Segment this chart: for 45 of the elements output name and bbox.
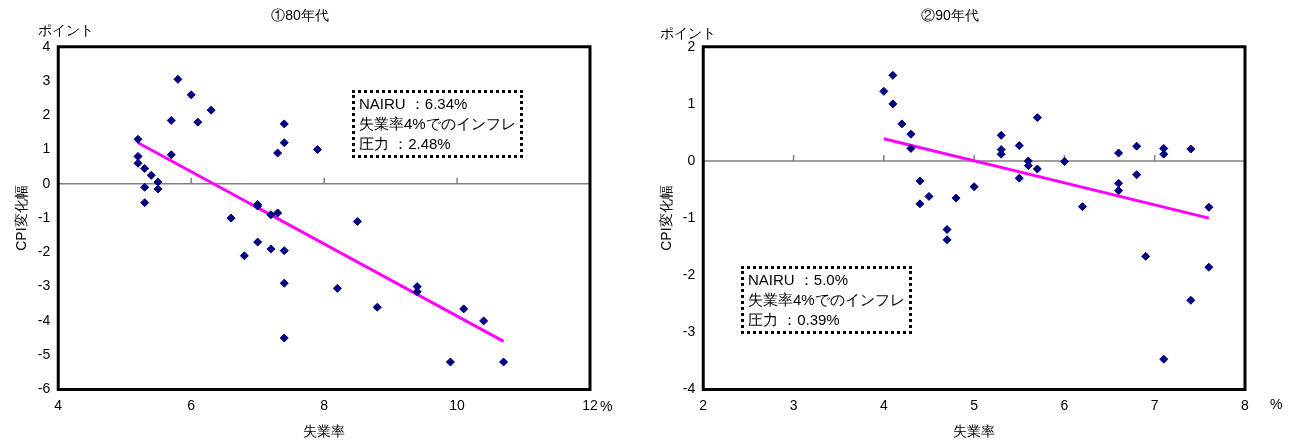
x-tick-label: 10: [449, 396, 466, 413]
y-axis-title: CPI変化幅: [658, 185, 675, 251]
y-tick-label: -6: [37, 380, 51, 397]
x-tick-label: 4: [879, 396, 888, 413]
y-tick-label: 1: [42, 140, 51, 157]
annotation: 圧力 ：0.39%: [748, 310, 841, 330]
y-tick-label: -4: [37, 311, 51, 328]
y-tick-label: -2: [37, 243, 51, 260]
x-tick-label: 4: [54, 396, 63, 413]
x-tick-label: 2: [699, 396, 708, 413]
annotation: NAIRU ：5.0%: [748, 270, 850, 290]
x-tick-label: 3: [789, 396, 798, 413]
x-tick-label: 7: [1150, 396, 1159, 413]
y-tick-label: 4: [42, 37, 51, 54]
x-tick-label: 8: [320, 396, 329, 413]
text: ポイント: [660, 25, 716, 41]
x-tick-label: 12: [582, 396, 598, 413]
y-tick-label: -3: [682, 323, 696, 340]
y-axis-title: CPI変化幅: [13, 185, 30, 251]
x-tick-label: 5: [970, 396, 979, 413]
annotation: 失業率4%でのインフレ: [748, 290, 905, 310]
x-tick-label: 8: [1241, 396, 1250, 413]
annotation: 失業率4%でのインフレ: [359, 114, 516, 134]
x-tick-label: 6: [1060, 396, 1069, 413]
y-tick-label: -1: [682, 208, 696, 225]
text: %: [600, 398, 613, 414]
y-tick-label: 0: [687, 151, 696, 168]
y-tick-label: -3: [37, 277, 51, 294]
y-tick-label: -5: [37, 346, 51, 362]
annotation: 圧力 ：2.48%: [359, 134, 452, 154]
chart-title: ②90年代: [921, 7, 979, 24]
y-tick-label: 1: [687, 94, 696, 111]
y-tick-label: 0: [42, 174, 51, 191]
text: ポイント: [38, 22, 94, 40]
x-axis-title: 失業率: [953, 423, 996, 440]
y-tick-label: 3: [42, 71, 51, 88]
x-tick-label: 6: [187, 396, 196, 413]
y-tick-label: 2: [42, 106, 51, 123]
x-axis-title: 失業率: [303, 423, 346, 440]
y-tick-label: -1: [37, 208, 51, 225]
chart-title: ①80年代: [271, 7, 329, 24]
text: %: [1270, 396, 1283, 412]
annotation: NAIRU ：6.34%: [359, 94, 469, 114]
y-tick-label: -4: [682, 380, 696, 397]
y-tick-label: -2: [682, 266, 696, 283]
